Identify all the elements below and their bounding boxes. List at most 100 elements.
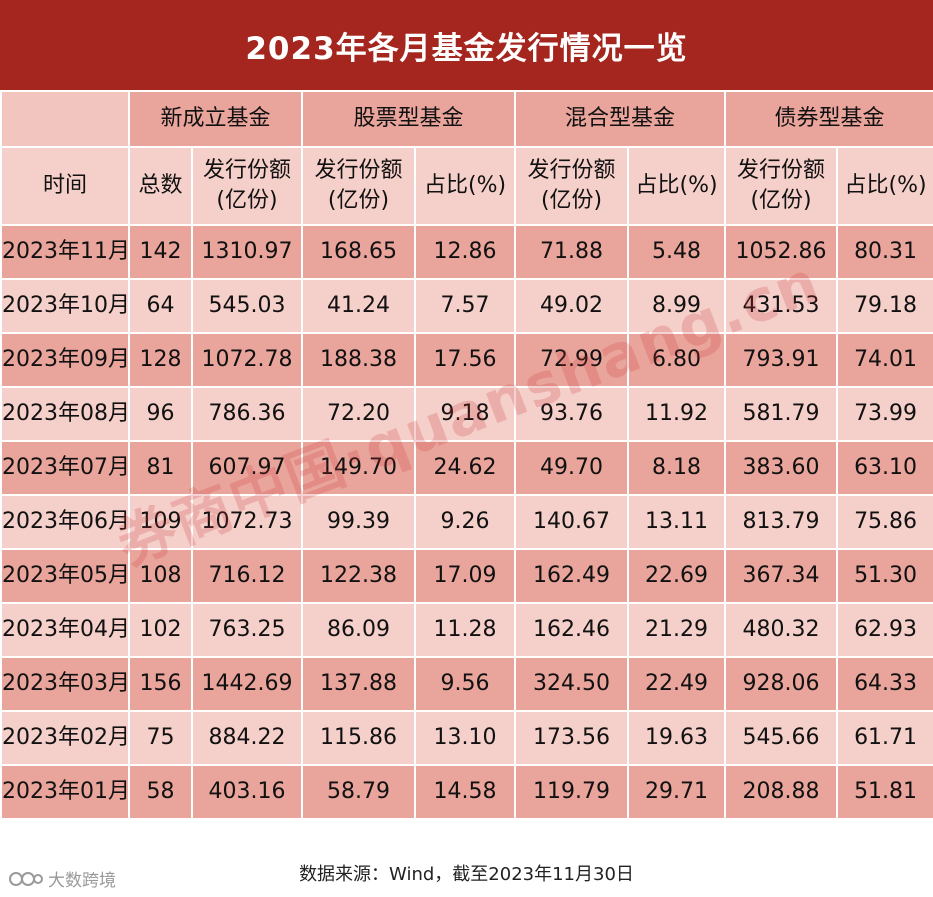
table-row: 2023年03月 156 1442.69 137.88 9.56 324.50 22.49 9… — [0, 656, 933, 712]
cell-mixed-amount: 93.76 — [514, 386, 630, 442]
group-header-stock-funds: 股票型基金 — [301, 90, 517, 148]
cell-mixed-share: 5.48 — [627, 224, 727, 280]
cell-new-amount: 1072.73 — [190, 494, 304, 550]
cell-mixed-amount: 72.99 — [514, 332, 630, 388]
cell-bond-amount: 793.91 — [724, 332, 839, 388]
table-row: 2023年01月 58 403.16 58.79 14.58 119.79 29.71 208… — [0, 764, 933, 820]
cell-month: 2023年11月 — [0, 224, 130, 280]
cell-total: 96 — [128, 386, 193, 442]
cell-month: 2023年09月 — [0, 332, 130, 388]
sub-header-stock-amount: 发行份额 (亿份) — [301, 146, 417, 226]
cell-month: 2023年06月 — [0, 494, 130, 550]
cell-mixed-share: 13.11 — [627, 494, 727, 550]
cell-stock-share: 9.26 — [414, 494, 517, 550]
sub-header-bond-share: 占比(%) — [836, 146, 933, 226]
cell-total: 109 — [128, 494, 193, 550]
source-note: 数据来源：Wind，截至2023年11月30日 — [299, 863, 634, 885]
cell-bond-share: 75.86 — [836, 494, 933, 550]
cell-new-amount: 716.12 — [190, 548, 304, 604]
cell-bond-amount: 1052.86 — [724, 224, 839, 280]
cell-total: 128 — [128, 332, 193, 388]
table-row: 2023年07月 81 607.97 149.70 24.62 49.70 8.18 383.… — [0, 440, 933, 496]
cell-new-amount: 1442.69 — [190, 656, 304, 712]
cell-new-amount: 1310.97 — [190, 224, 304, 280]
cell-bond-share: 51.30 — [836, 548, 933, 604]
cell-new-amount: 403.16 — [190, 764, 304, 820]
table-title: 2023年各月基金发行情况一览 — [245, 30, 688, 67]
cell-bond-amount: 367.34 — [724, 548, 839, 604]
sub-header-bond-amount: 发行份额 (亿份) — [724, 146, 839, 226]
cell-bond-amount: 545.66 — [724, 710, 839, 766]
cell-mixed-share: 22.69 — [627, 548, 727, 604]
cell-mixed-share: 11.92 — [627, 386, 727, 442]
sub-header-text: 发行份额 (亿份) — [527, 158, 616, 213]
cell-stock-share: 12.86 — [414, 224, 517, 280]
cell-stock-amount: 99.39 — [301, 494, 417, 550]
cell-stock-amount: 72.20 — [301, 386, 417, 442]
sub-header-mixed-share: 占比(%) — [627, 146, 727, 226]
cell-total: 142 — [128, 224, 193, 280]
cell-mixed-share: 22.49 — [627, 656, 727, 712]
cell-mixed-amount: 49.02 — [514, 278, 630, 334]
cell-mixed-share: 19.63 — [627, 710, 727, 766]
cell-bond-share: 61.71 — [836, 710, 933, 766]
cell-stock-amount: 149.70 — [301, 440, 417, 496]
table-row: 2023年05月 108 716.12 122.38 17.09 162.49 22.69 3… — [0, 548, 933, 604]
cell-bond-share: 51.81 — [836, 764, 933, 820]
cell-stock-share: 17.09 — [414, 548, 517, 604]
brand-logo-icon — [9, 871, 43, 886]
cell-month: 2023年02月 — [0, 710, 130, 766]
cell-stock-share: 24.62 — [414, 440, 517, 496]
sub-header-new-amount: 发行份额 (亿份) — [190, 146, 304, 226]
brand-logo-text: 大数跨境 — [48, 871, 116, 891]
cell-stock-share: 17.56 — [414, 332, 517, 388]
group-header-mixed-funds: 混合型基金 — [514, 90, 727, 148]
cell-bond-share: 73.99 — [836, 386, 933, 442]
cell-mixed-share: 8.18 — [627, 440, 727, 496]
cell-mixed-share: 21.29 — [627, 602, 727, 658]
table-row: 2023年02月 75 884.22 115.86 13.10 173.56 19.63 54… — [0, 710, 933, 766]
cell-stock-amount: 41.24 — [301, 278, 417, 334]
sub-header-total: 总数 — [128, 146, 193, 226]
group-header-new-funds: 新成立基金 — [127, 90, 304, 148]
cell-mixed-share: 8.99 — [627, 278, 727, 334]
cell-bond-amount: 480.32 — [724, 602, 839, 658]
sub-header-text: 发行份额 (亿份) — [203, 158, 292, 213]
cell-new-amount: 884.22 — [190, 710, 304, 766]
sub-header-mixed-amount: 发行份额 (亿份) — [514, 146, 630, 226]
sub-header-row: 时间 总数 发行份额 (亿份) 发行份额 (亿份) 占比(%) 发行份额 (亿份… — [0, 146, 933, 226]
cell-total: 64 — [128, 278, 193, 334]
cell-mixed-amount: 140.67 — [514, 494, 630, 550]
cell-stock-share: 13.10 — [414, 710, 517, 766]
cell-new-amount: 607.97 — [190, 440, 304, 496]
group-header-bond-funds: 债券型基金 — [724, 90, 933, 148]
table-row: 2023年11月 142 1310.97 168.65 12.86 71.88 5.48 10… — [0, 224, 933, 280]
cell-stock-share: 9.56 — [414, 656, 517, 712]
cell-bond-amount: 928.06 — [724, 656, 839, 712]
cell-mixed-amount: 71.88 — [514, 224, 630, 280]
cell-bond-share: 64.33 — [836, 656, 933, 712]
cell-stock-amount: 115.86 — [301, 710, 417, 766]
sub-header-text: 发行份额 (亿份) — [737, 158, 826, 213]
cell-mixed-amount: 162.46 — [514, 602, 630, 658]
cell-month: 2023年08月 — [0, 386, 130, 442]
cell-new-amount: 786.36 — [190, 386, 304, 442]
fund-issuance-table: 新成立基金 股票型基金 混合型基金 债券型基金 时间 总数 发行份额 (亿份) … — [0, 90, 933, 820]
cell-total: 102 — [128, 602, 193, 658]
cell-bond-amount: 208.88 — [724, 764, 839, 820]
cell-bond-share: 62.93 — [836, 602, 933, 658]
cell-bond-amount: 383.60 — [724, 440, 839, 496]
table-row: 2023年09月 128 1072.78 188.38 17.56 72.99 6.80 79… — [0, 332, 933, 388]
cell-total: 156 — [128, 656, 193, 712]
table-row: 2023年04月 102 763.25 86.09 11.28 162.46 21.29 48… — [0, 602, 933, 658]
table-row: 2023年10月 64 545.03 41.24 7.57 49.02 8.99 431.53… — [0, 278, 933, 334]
cell-stock-amount: 122.38 — [301, 548, 417, 604]
cell-total: 81 — [128, 440, 193, 496]
cell-bond-share: 74.01 — [836, 332, 933, 388]
cell-month: 2023年10月 — [0, 278, 130, 334]
cell-mixed-share: 29.71 — [627, 764, 727, 820]
cell-new-amount: 545.03 — [190, 278, 304, 334]
cell-bond-amount: 431.53 — [724, 278, 839, 334]
cell-bond-share: 63.10 — [836, 440, 933, 496]
cell-new-amount: 1072.78 — [190, 332, 304, 388]
